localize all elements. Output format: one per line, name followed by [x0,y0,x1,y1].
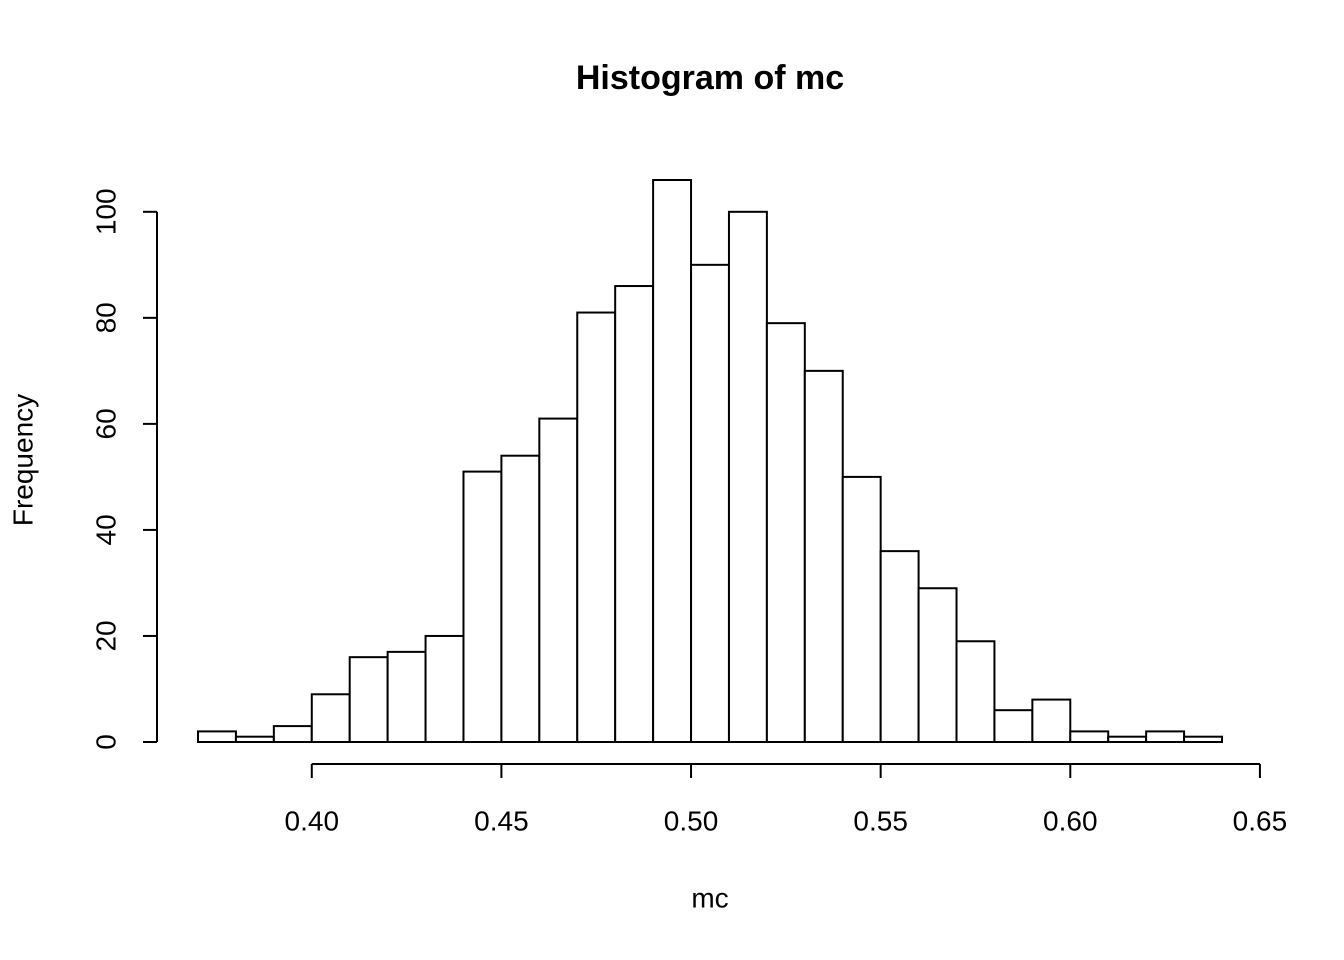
histogram-bar [727,210,768,743]
y-axis-label: Frequency [7,394,38,526]
histogram-bar [690,263,730,743]
histogram-bar [879,550,920,743]
histogram-bar [993,709,1034,743]
histogram-bar [1183,735,1224,744]
histogram-bar [803,369,844,743]
histogram-bar [538,417,579,743]
histogram-bar [234,735,275,744]
histogram-bar [955,640,996,744]
histogram-bar [1107,735,1148,744]
histogram-bar [1069,730,1110,744]
x-tick-label: 0.55 [853,805,908,836]
y-tick-label: 20 [90,620,121,651]
histogram-bar [1145,730,1186,744]
histogram-bar [272,725,313,744]
chart-title: Histogram of mc [576,59,844,97]
y-tick-label: 0 [90,734,121,750]
histogram-bar [765,322,806,743]
y-tick-label: 100 [90,188,121,235]
histogram-bar [462,470,503,743]
x-tick-label: 0.50 [664,805,719,836]
histogram-bar [917,587,958,744]
histogram-bar [310,693,351,743]
histogram-bar [1031,698,1072,743]
x-axis-label: mc [691,882,728,913]
y-tick-label: 80 [90,302,121,333]
histogram-bar [614,285,655,743]
histogram-bar [576,311,617,743]
histogram-bar [500,454,541,743]
y-tick-label: 60 [90,408,121,439]
y-tick-label: 40 [90,514,121,545]
x-tick-label: 0.65 [1233,805,1288,836]
x-tick-label: 0.60 [1043,805,1098,836]
histogram-bar [841,475,882,743]
histogram-bar [424,634,465,744]
histogram-bar [197,730,237,744]
x-tick-label: 0.40 [285,805,340,836]
histogram-bar [348,656,389,743]
x-tick-label: 0.45 [474,805,529,836]
histogram-bar [386,650,427,743]
histogram-bar [652,179,693,743]
